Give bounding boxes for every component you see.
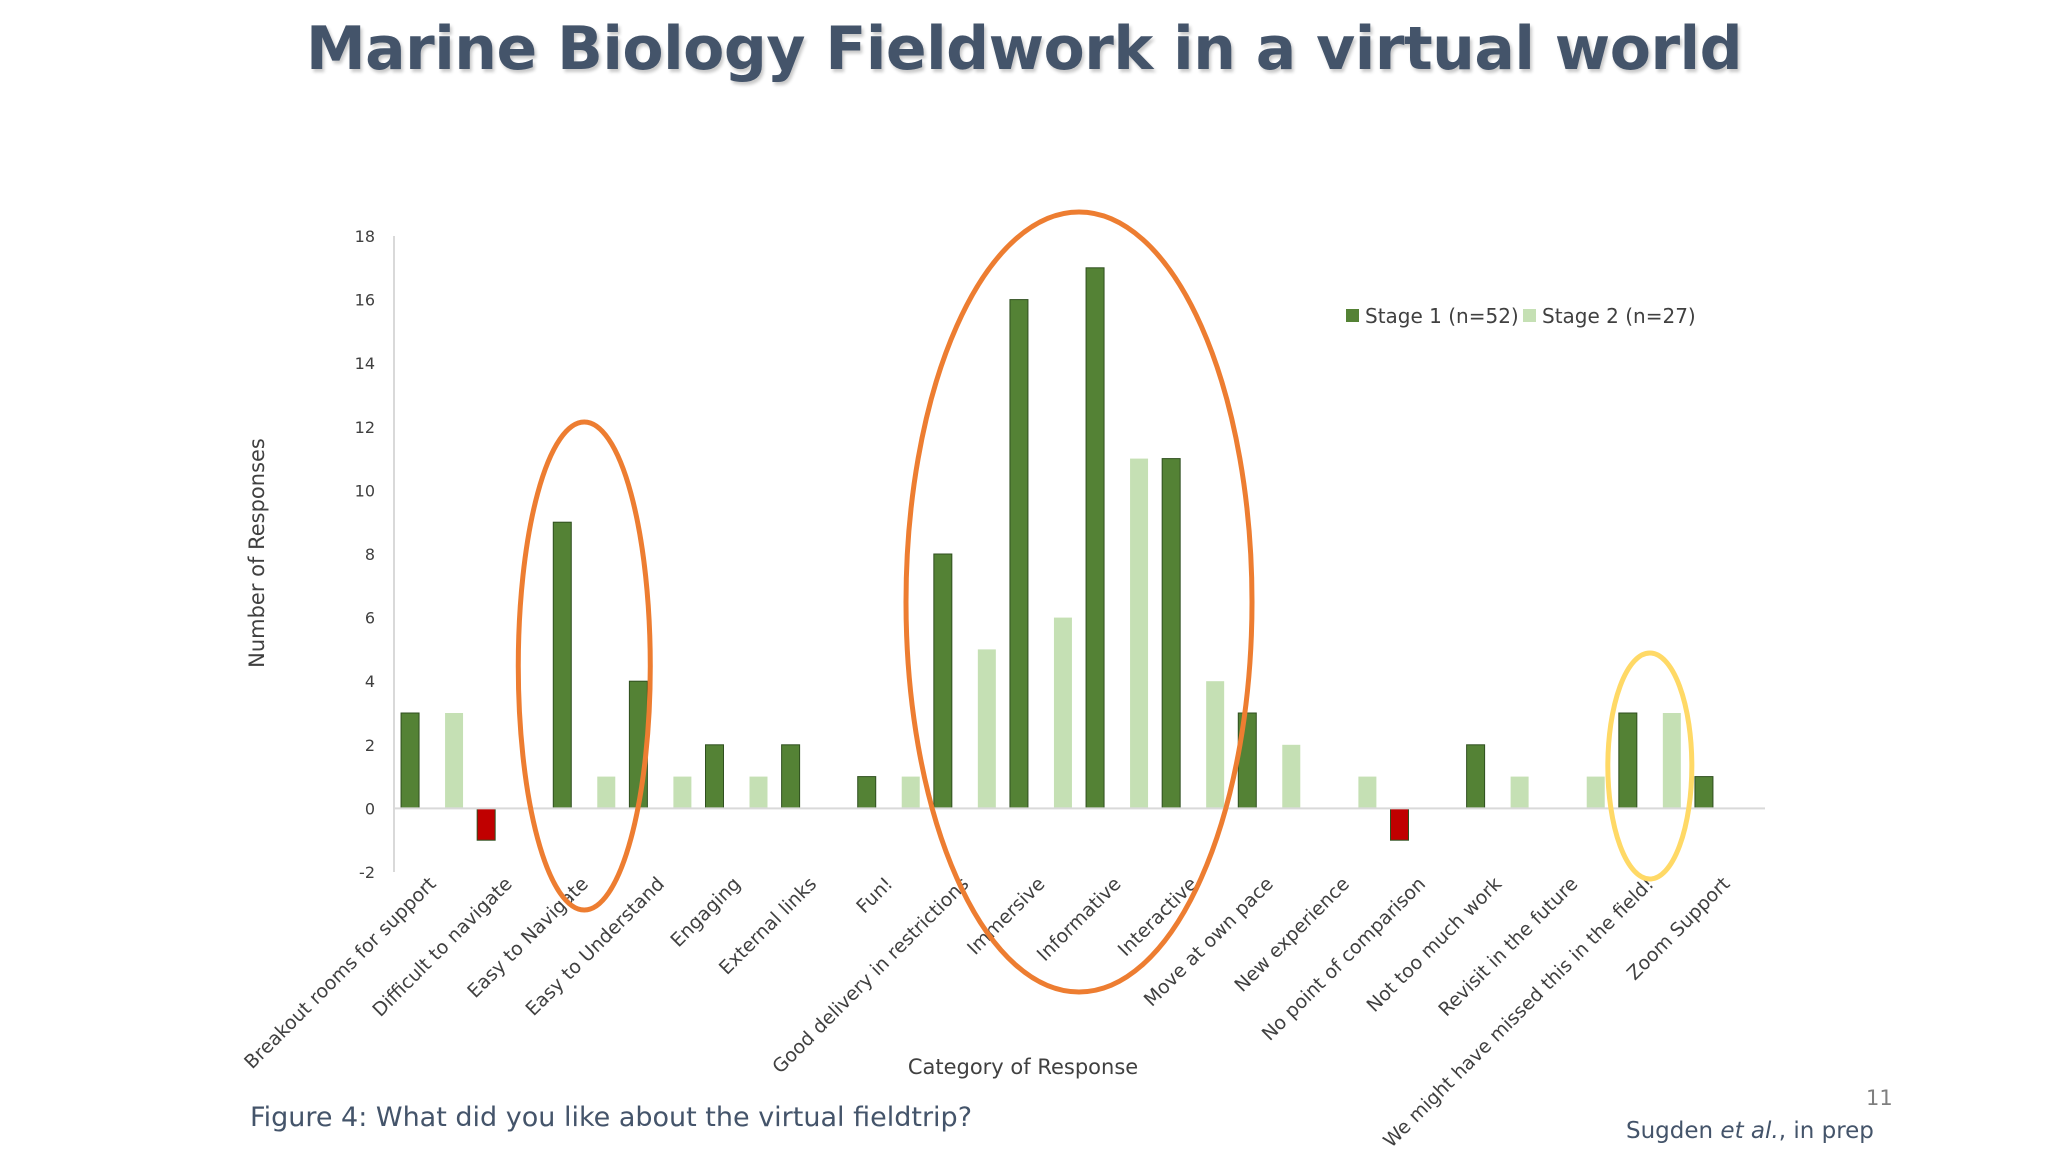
bar-stage2: [1282, 744, 1301, 809]
bar-stage2: [1206, 681, 1225, 809]
bar-stage1: [857, 776, 877, 809]
y-tick-label: -2: [359, 863, 375, 882]
bar-stage2: [1662, 713, 1681, 809]
x-tick-label: Easy to Understand: [521, 873, 668, 1020]
bar-stage1: [552, 521, 572, 809]
yellow-highlight-missed-field: [1605, 650, 1695, 882]
bar-stage1: [1085, 267, 1105, 809]
x-tick-label: Fun!: [852, 873, 897, 918]
x-tick-label: Not too much work: [1363, 873, 1507, 1017]
bar-stage1: [1694, 776, 1714, 809]
x-tick-label: Revisit in the future: [1434, 873, 1582, 1021]
bar-stage2: [1586, 776, 1605, 809]
y-tick-label: 14: [355, 354, 375, 373]
x-tick-label: Engaging: [666, 873, 745, 952]
y-tick-label: 2: [365, 736, 375, 755]
citation-author: Sugden: [1626, 1118, 1714, 1144]
bar-stage1: [933, 553, 953, 809]
citation: Sugden et al., in prep: [1626, 1118, 1874, 1144]
legend-swatch-stage2: [1523, 309, 1536, 322]
x-tick-label: We might have missed this in the field!: [1379, 873, 1658, 1152]
bar-stage1: [1618, 712, 1638, 809]
legend-label-stage1: Stage 1 (n=52): [1365, 304, 1519, 328]
legend-label-stage2: Stage 2 (n=27): [1542, 304, 1696, 328]
orange-highlight-immersive-group: [903, 209, 1255, 995]
legend-swatch-stage1: [1346, 309, 1359, 322]
bar-stage1: [1009, 299, 1029, 809]
y-tick-label: 16: [355, 291, 375, 310]
figure-caption: Figure 4: What did you like about the vi…: [250, 1102, 973, 1133]
x-axis-title: Category of Response: [908, 1055, 1138, 1079]
bar-stage1: [1466, 744, 1486, 809]
bar-stage2: [1358, 776, 1377, 809]
slide-title: Marine Biology Fieldwork in a virtual wo…: [305, 14, 1743, 84]
bar-stage1: [1161, 458, 1181, 809]
bar-stage1: [1390, 807, 1409, 841]
y-axis-ticks: -2 0 2 4 6 8 10 12 14 16 18: [355, 227, 375, 882]
y-tick-label: 10: [355, 481, 375, 500]
y-tick-label: 18: [355, 227, 375, 246]
bar-stage2: [673, 776, 692, 809]
y-axis-title: Number of Responses: [245, 438, 269, 668]
y-tick-label: 12: [355, 418, 375, 437]
x-tick-label: Difficult to navigate: [368, 873, 516, 1021]
bar-stage1: [705, 744, 724, 809]
bar-stage2: [749, 776, 768, 809]
bar-stage2: [901, 776, 920, 809]
bar-stage2: [1053, 617, 1072, 809]
legend: Stage 1 (n=52) Stage 2 (n=27): [1346, 304, 1696, 328]
bar-stage2: [1130, 458, 1149, 809]
orange-highlight-easy-navigate: [515, 419, 653, 913]
highlight-circles: [515, 209, 1695, 995]
x-tick-label: Move at own pace: [1140, 873, 1278, 1011]
page-number: 11: [1866, 1086, 1893, 1110]
bar-stage2: [597, 776, 616, 809]
citation-suffix: , in prep: [1778, 1118, 1874, 1144]
y-tick-label: 6: [365, 609, 375, 628]
bar-stage2: [1510, 776, 1529, 809]
y-tick-label: 8: [365, 545, 375, 564]
bar-stage1: [400, 712, 420, 809]
bar-stage1: [476, 807, 496, 841]
bar-stage2: [445, 713, 464, 809]
bar-stage2: [977, 649, 996, 809]
bars: [400, 267, 1714, 841]
y-tick-label: 4: [365, 672, 375, 691]
bar-stage1: [781, 744, 801, 809]
citation-etal: et al.: [1720, 1118, 1779, 1144]
y-tick-label: 0: [365, 799, 375, 818]
